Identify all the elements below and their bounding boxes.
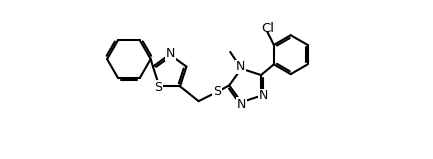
- Text: S: S: [213, 85, 221, 98]
- Text: S: S: [155, 81, 162, 94]
- Text: N: N: [166, 47, 175, 60]
- Text: N: N: [237, 97, 246, 111]
- Text: N: N: [236, 60, 245, 73]
- Text: N: N: [259, 89, 268, 102]
- Text: Cl: Cl: [261, 22, 274, 35]
